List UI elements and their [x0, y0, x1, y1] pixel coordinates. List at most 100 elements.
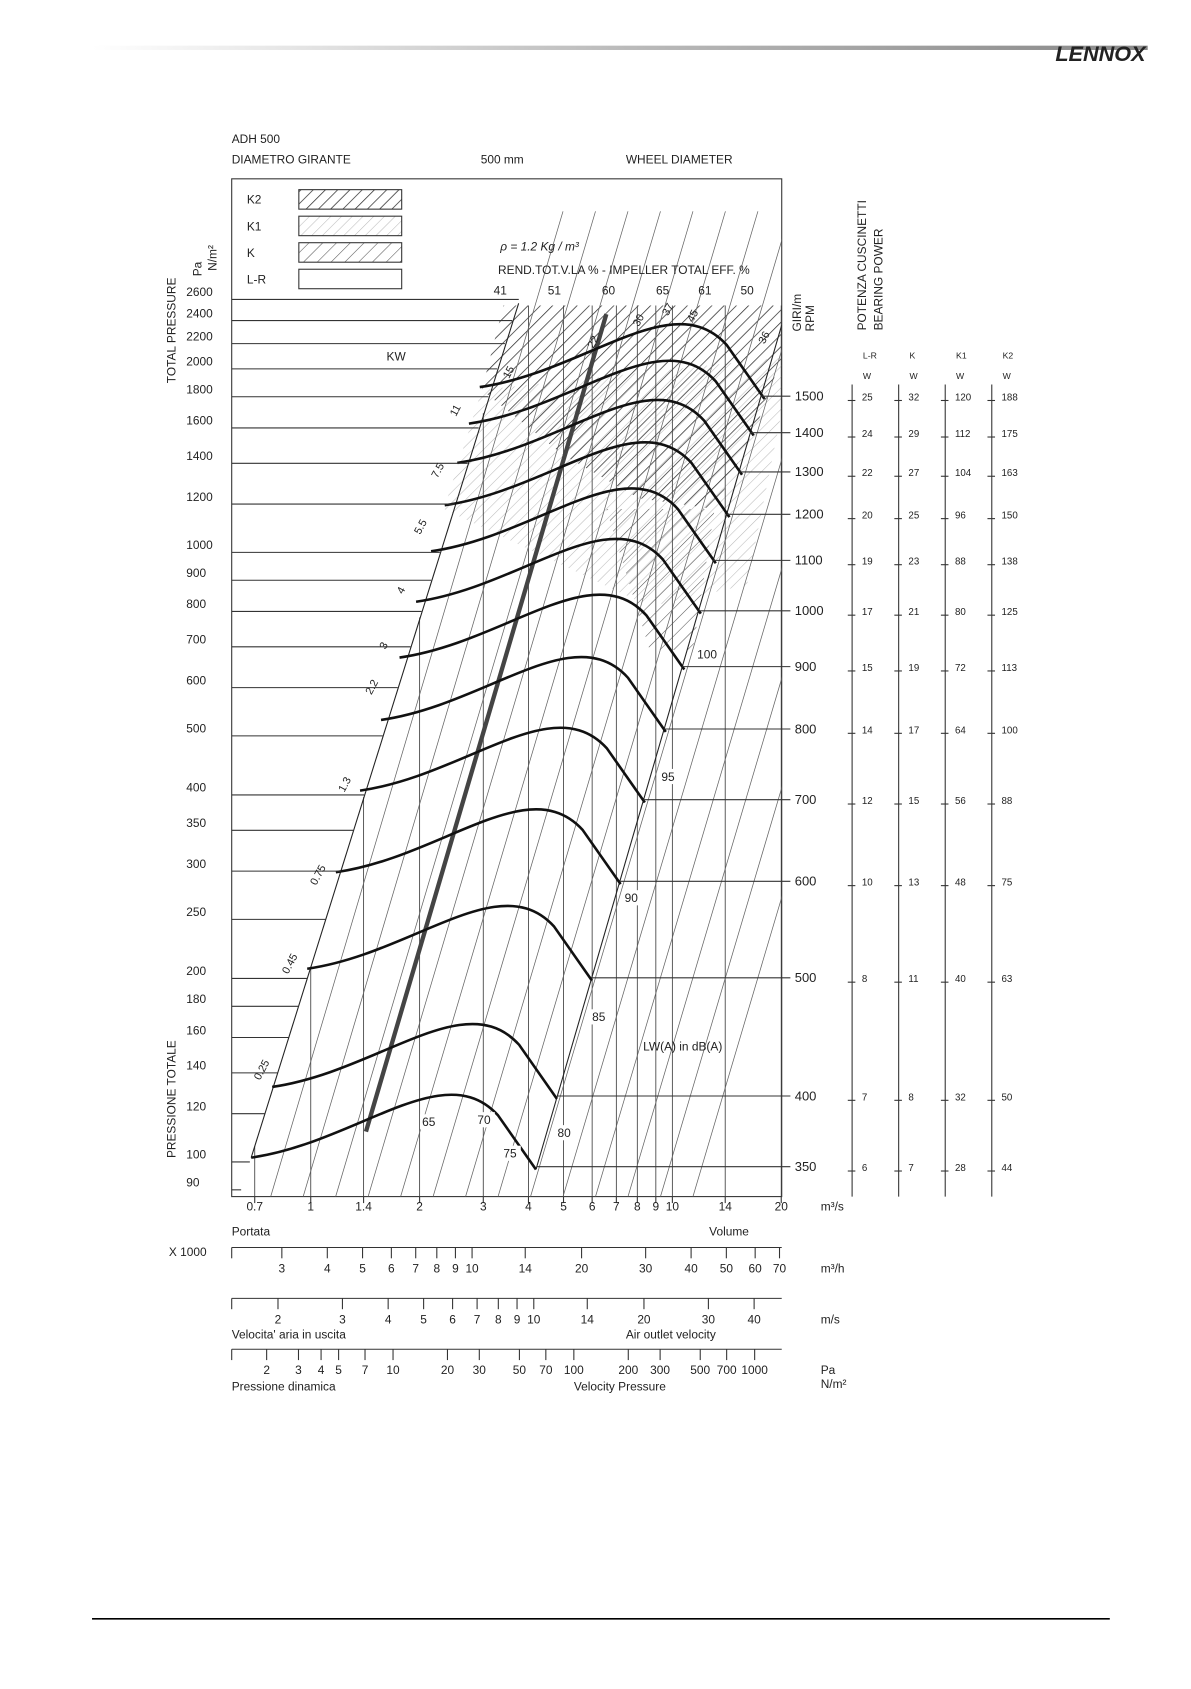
power-value: 3	[378, 640, 391, 651]
power-value: 0.75	[308, 863, 328, 887]
bearing-value: 14	[862, 725, 873, 736]
x-tick-label: 9	[653, 1200, 660, 1214]
scale-label: 5	[359, 1261, 366, 1275]
noise-value: 85	[592, 1010, 606, 1024]
bearing-value: 80	[955, 607, 966, 618]
rpm-label: RPM	[803, 305, 817, 331]
x-label: Portata	[232, 1225, 271, 1239]
noise-bg	[590, 1009, 610, 1025]
y-tick-label: 2400	[186, 306, 213, 320]
scale-label: 3	[295, 1363, 302, 1377]
fan-curve	[359, 726, 646, 804]
x-tick-label: 20	[775, 1200, 789, 1214]
fan-curve	[251, 1093, 538, 1171]
scale-label: 200	[618, 1363, 638, 1377]
x-tick-label: 3	[480, 1200, 487, 1214]
system-line	[335, 211, 629, 1197]
noise-value: 75	[503, 1147, 517, 1161]
x-tick-label: 7	[613, 1200, 620, 1214]
scale-label: 10	[465, 1261, 479, 1275]
bearing-value: 15	[862, 663, 873, 674]
noise-bg	[501, 1145, 521, 1161]
efficiency-value: 51	[548, 284, 562, 298]
x-tick-label: 10	[666, 1200, 680, 1214]
noise-bg	[698, 646, 718, 662]
x-tick-label: 2	[416, 1200, 423, 1214]
scale-label: 60	[749, 1261, 763, 1275]
y-tick-label: 2200	[186, 329, 213, 343]
bearing-value: 12	[862, 796, 873, 807]
noise-value: 100	[697, 647, 717, 661]
legend-label: K2	[247, 193, 262, 207]
legend-label: L-R	[247, 272, 267, 286]
power-value: 4	[395, 585, 408, 596]
bearing-value: 22	[862, 468, 873, 479]
rpm-value: 600	[795, 874, 817, 889]
scale-label: 6	[388, 1261, 395, 1275]
logo: LENNOX	[1055, 41, 1147, 66]
y-tick-label: 900	[186, 566, 206, 580]
scale-label: 40	[747, 1312, 761, 1326]
efficiency-value: 61	[698, 284, 712, 298]
right-boundary	[535, 324, 782, 1170]
bearing-value: 19	[908, 663, 919, 674]
bearing-value: 27	[908, 468, 919, 479]
scale-label: 5	[420, 1312, 427, 1326]
bearing-unit: W	[1003, 371, 1012, 381]
power-value: 45	[685, 308, 701, 324]
diameter-label: DIAMETRO GIRANTE	[232, 153, 351, 167]
y-tick-label: 2600	[186, 285, 213, 299]
bearing-value: 8	[908, 1092, 913, 1103]
legend-swatch	[298, 215, 403, 237]
power-value: 30	[631, 312, 647, 328]
bearing-title-en: BEARING POWER	[871, 228, 885, 330]
rpm-value: 400	[795, 1088, 817, 1103]
bearing-value: 24	[862, 429, 873, 440]
y-tick-label: 400	[186, 781, 206, 795]
y-tick-label: 90	[186, 1176, 200, 1190]
scale-label: 7	[362, 1363, 369, 1377]
y-tick-label: 1800	[186, 383, 213, 397]
bearing-value: 125	[1002, 607, 1018, 618]
y-tick-label: 300	[186, 857, 206, 871]
scale-unit: N/m²	[821, 1377, 847, 1391]
bearing-value: 120	[955, 392, 972, 403]
x-tick-label: 5	[560, 1200, 567, 1214]
bearing-value: 100	[1002, 725, 1019, 736]
scale-label: 3	[279, 1261, 286, 1275]
bearing-value: 13	[908, 878, 919, 889]
multiplier: X 1000	[169, 1245, 207, 1259]
power-label: KW	[387, 350, 407, 364]
bearing-value: 28	[955, 1163, 966, 1174]
scale-label: 8	[434, 1261, 441, 1275]
power-value: 1.3	[336, 775, 354, 794]
density: ρ = 1.2 Kg / m³	[499, 239, 580, 253]
bearing-value: 25	[862, 392, 873, 403]
bearing-value: 32	[908, 392, 919, 403]
fan-curve	[399, 593, 686, 671]
x-tick-label: 4	[525, 1200, 532, 1214]
bearing-value: 50	[1002, 1092, 1013, 1103]
bearing-title: POTENZA CUSCINETTI	[855, 200, 869, 330]
fan-curve	[468, 359, 755, 437]
power-value: 5.5	[412, 518, 430, 537]
bearing-value: 104	[955, 468, 972, 479]
bearing-value: 150	[1002, 511, 1019, 522]
y-tick-label: 600	[186, 673, 206, 687]
bearing-value: 15	[908, 796, 919, 807]
bearing-value: 11	[908, 974, 918, 985]
bearing-value: 17	[862, 607, 873, 618]
model: ADH 500	[232, 132, 281, 146]
bearing-value: 175	[1002, 429, 1018, 440]
bearing-value: 19	[862, 557, 873, 568]
legend-label: K	[247, 246, 255, 260]
x-tick-label: 8	[634, 1200, 641, 1214]
x-label-en: Volume	[709, 1225, 749, 1239]
fan-curve	[335, 808, 622, 885]
power-value: 22	[585, 334, 601, 350]
scale-label: 30	[702, 1312, 716, 1326]
bearing-value: 48	[955, 878, 966, 889]
bearing-col: K	[909, 351, 915, 361]
